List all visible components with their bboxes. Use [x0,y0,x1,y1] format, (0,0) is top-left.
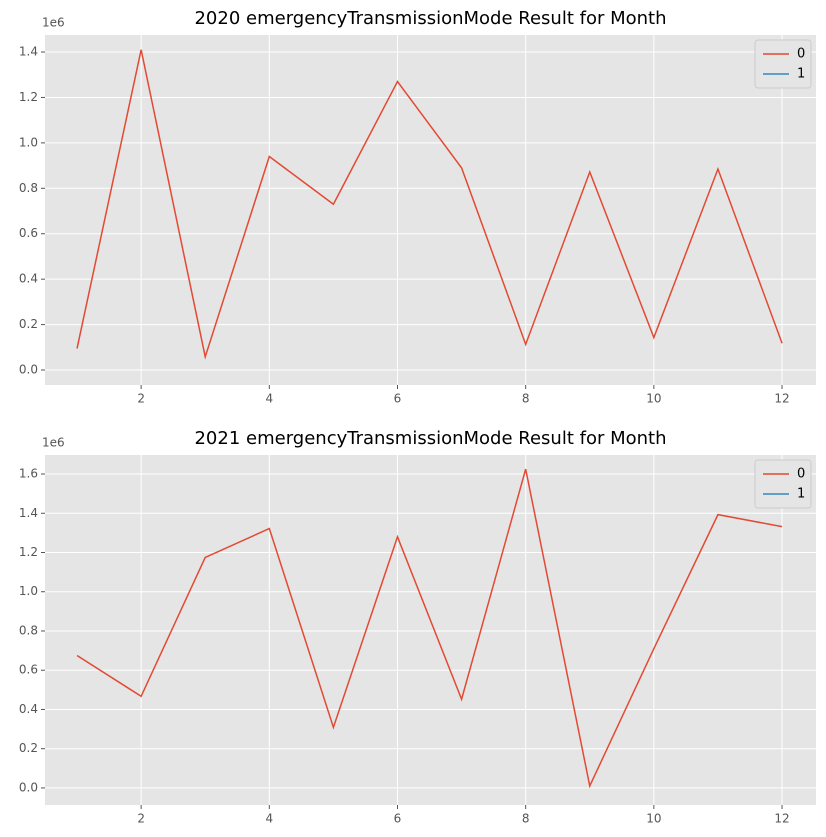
x-tick-label: 8 [522,392,530,406]
y-tick-label: 0.4 [19,272,38,286]
x-tick-label: 4 [265,392,273,406]
y-tick-label: 0.4 [19,702,38,716]
x-tick-label: 2 [137,392,145,406]
x-tick-label: 6 [394,812,402,826]
y-tick-label: 0.6 [19,226,38,240]
x-tick-label: 10 [646,392,661,406]
y-tick-label: 0.2 [19,317,38,331]
x-tick-label: 2 [137,812,145,826]
y-tick-label: 0.8 [19,623,38,637]
y-tick-label: 0.2 [19,741,38,755]
series-line [76,49,783,360]
plot-area [45,35,816,385]
y-tick-label: 0.8 [19,181,38,195]
y-offset-label: 1e6 [42,16,65,30]
x-tick-label: 10 [646,812,661,826]
legend-label: 1 [797,67,805,82]
legend-label: 0 [797,47,805,62]
y-tick-label: 1.4 [19,506,38,520]
y-tick-label: 1.4 [19,45,38,59]
series-line [76,468,783,789]
legend-label: 0 [797,467,805,482]
chart-title: 2021 emergencyTransmissionMode Result fo… [194,428,666,449]
y-tick-label: 0.6 [19,663,38,677]
legend-box [754,459,812,509]
y-tick-label: 1.2 [19,90,38,104]
plot-area [45,455,816,805]
x-tick-label: 8 [522,812,530,826]
y-tick-label: 1.6 [19,467,38,481]
y-tick-label: 0.0 [19,363,38,377]
x-tick-label: 4 [265,812,273,826]
x-tick-label: 6 [394,392,402,406]
chart-title: 2020 emergencyTransmissionMode Result fo… [194,8,666,29]
x-tick-label: 12 [774,392,789,406]
legend-label: 1 [797,487,805,502]
y-tick-label: 1.0 [19,135,38,149]
y-tick-label: 0.0 [19,780,38,794]
y-tick-label: 1.0 [19,584,38,598]
y-offset-label: 1e6 [42,436,65,450]
legend-box [754,39,812,89]
y-tick-label: 1.2 [19,545,38,559]
x-tick-label: 12 [774,812,789,826]
